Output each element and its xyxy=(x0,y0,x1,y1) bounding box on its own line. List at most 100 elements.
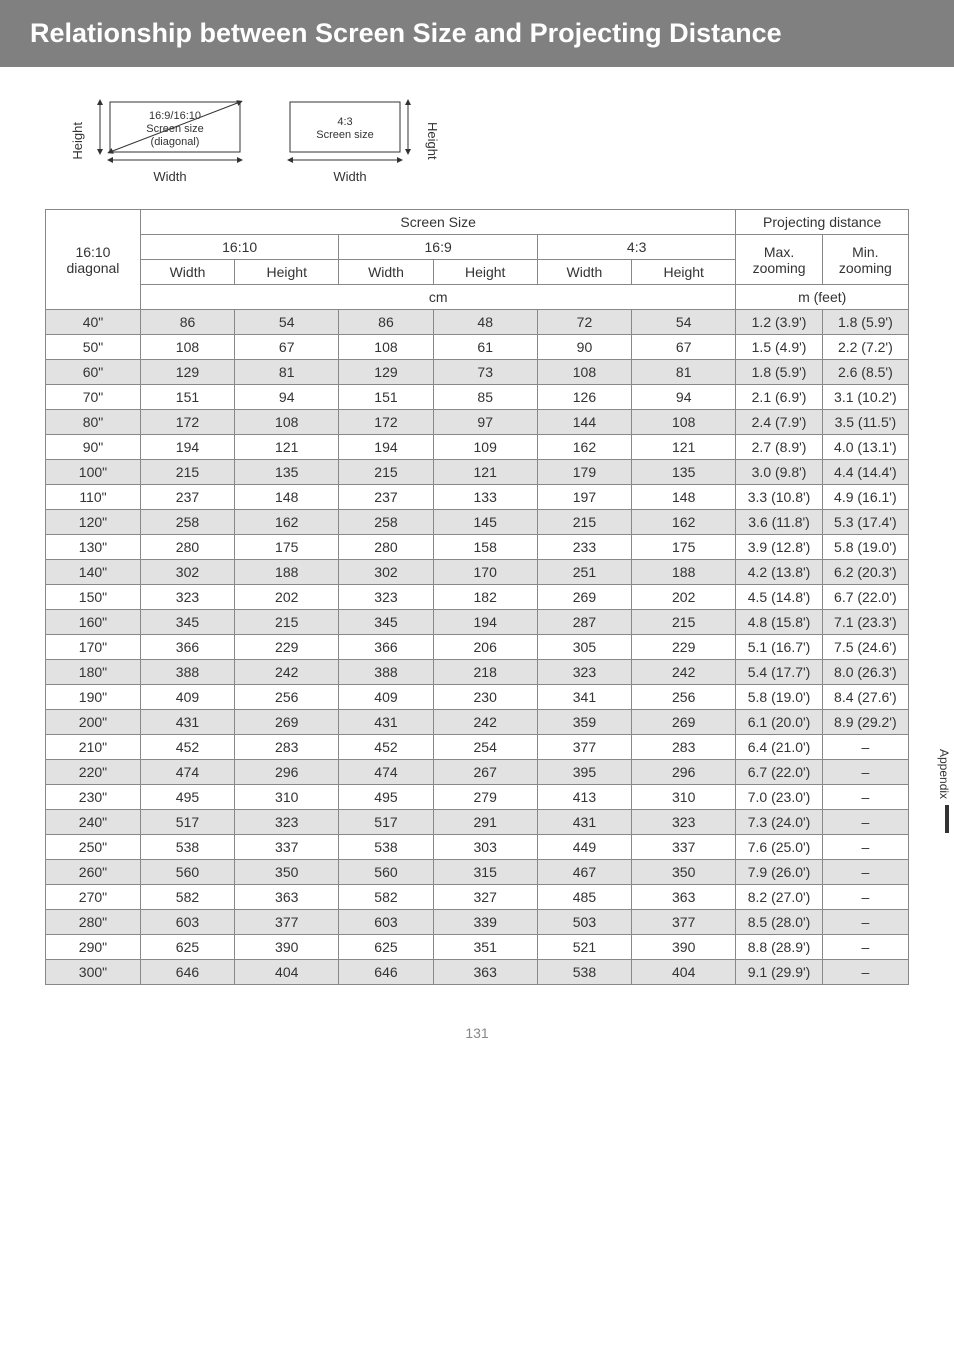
table-row: 250"5383375383034493377.6 (25.0')– xyxy=(46,835,909,860)
cell-min: – xyxy=(822,760,908,785)
cell-h2: 182 xyxy=(433,585,537,610)
cell-w1: 194 xyxy=(140,435,234,460)
screen-size-header: Screen Size xyxy=(140,210,735,235)
cell-min: 6.7 (22.0') xyxy=(822,585,908,610)
cell-h3: 283 xyxy=(632,735,736,760)
cell-h3: 81 xyxy=(632,360,736,385)
zooming-label-2: zooming xyxy=(826,260,905,276)
cell-d: 170" xyxy=(46,635,141,660)
cell-w1: 280 xyxy=(140,535,234,560)
cell-h3: 377 xyxy=(632,910,736,935)
height-label-left: Height xyxy=(70,122,85,160)
width-label-right: Width xyxy=(333,169,366,184)
table-row: 140"3021883021702511884.2 (13.8')6.2 (20… xyxy=(46,560,909,585)
cell-h2: 291 xyxy=(433,810,537,835)
cell-d: 220" xyxy=(46,760,141,785)
cell-w2: 366 xyxy=(339,635,433,660)
cell-w3: 90 xyxy=(537,335,631,360)
cell-w1: 560 xyxy=(140,860,234,885)
table-row: 50"108671086190671.5 (4.9')2.2 (7.2') xyxy=(46,335,909,360)
cell-min: 8.9 (29.2') xyxy=(822,710,908,735)
cell-h3: 121 xyxy=(632,435,736,460)
cell-w3: 251 xyxy=(537,560,631,585)
cell-min: 6.2 (20.3') xyxy=(822,560,908,585)
cell-w2: 409 xyxy=(339,685,433,710)
cell-w2: 388 xyxy=(339,660,433,685)
cell-min: – xyxy=(822,960,908,985)
cell-w3: 269 xyxy=(537,585,631,610)
cell-min: 4.9 (16.1') xyxy=(822,485,908,510)
max-label: Max. xyxy=(739,244,818,260)
cell-w2: 108 xyxy=(339,335,433,360)
unit-mft: m (feet) xyxy=(736,285,909,310)
cell-h1: 350 xyxy=(235,860,339,885)
cell-h1: 67 xyxy=(235,335,339,360)
cell-h1: 242 xyxy=(235,660,339,685)
cell-w2: 86 xyxy=(339,310,433,335)
cell-h3: 404 xyxy=(632,960,736,985)
table-row: 230"4953104952794133107.0 (23.0')– xyxy=(46,785,909,810)
cell-d: 230" xyxy=(46,785,141,810)
cell-w2: 538 xyxy=(339,835,433,860)
cell-d: 240" xyxy=(46,810,141,835)
cell-h3: 108 xyxy=(632,410,736,435)
cell-d: 140" xyxy=(46,560,141,585)
cell-w3: 431 xyxy=(537,810,631,835)
cell-d: 260" xyxy=(46,860,141,885)
cell-h1: 202 xyxy=(235,585,339,610)
table-row: 260"5603505603154673507.9 (26.0')– xyxy=(46,860,909,885)
cell-w3: 215 xyxy=(537,510,631,535)
table-row: 110"2371482371331971483.3 (10.8')4.9 (16… xyxy=(46,485,909,510)
cell-h2: 73 xyxy=(433,360,537,385)
cell-w3: 395 xyxy=(537,760,631,785)
cell-w1: 474 xyxy=(140,760,234,785)
cell-max: 9.1 (29.9') xyxy=(736,960,822,985)
page-number: 131 xyxy=(0,1025,954,1041)
cell-max: 5.4 (17.7') xyxy=(736,660,822,685)
cell-w3: 413 xyxy=(537,785,631,810)
diagram-1610-svg: 16:9/16:10 Screen size (diagonal) xyxy=(95,97,245,167)
cell-h2: 339 xyxy=(433,910,537,935)
cell-d: 180" xyxy=(46,660,141,685)
cell-w2: 172 xyxy=(339,410,433,435)
cell-w1: 323 xyxy=(140,585,234,610)
cell-h2: 48 xyxy=(433,310,537,335)
cell-d: 60" xyxy=(46,360,141,385)
cell-h2: 158 xyxy=(433,535,537,560)
main-table-container: 16:10 diagonal Screen Size Projecting di… xyxy=(45,209,909,985)
cell-max: 4.2 (13.8') xyxy=(736,560,822,585)
cell-w1: 646 xyxy=(140,960,234,985)
diagram-1610: Height 16:9/16:10 Screen size (diagonal) xyxy=(70,97,245,184)
width-label-left: Width xyxy=(153,169,186,184)
cell-d: 270" xyxy=(46,885,141,910)
cell-h2: 85 xyxy=(433,385,537,410)
cell-d: 160" xyxy=(46,610,141,635)
table-row: 180"3882423882183232425.4 (17.7')8.0 (26… xyxy=(46,660,909,685)
cell-max: 6.7 (22.0') xyxy=(736,760,822,785)
cell-w2: 452 xyxy=(339,735,433,760)
diag-col-l2: diagonal xyxy=(49,260,137,276)
svg-text:16:9/16:10: 16:9/16:10 xyxy=(149,110,201,122)
cell-h1: 162 xyxy=(235,510,339,535)
cell-h1: 54 xyxy=(235,310,339,335)
cell-h2: 279 xyxy=(433,785,537,810)
cell-min: – xyxy=(822,785,908,810)
cell-w2: 323 xyxy=(339,585,433,610)
cell-h3: 202 xyxy=(632,585,736,610)
cell-w1: 409 xyxy=(140,685,234,710)
cell-h1: 269 xyxy=(235,710,339,735)
cell-d: 300" xyxy=(46,960,141,985)
cell-h2: 327 xyxy=(433,885,537,910)
cell-max: 3.6 (11.8') xyxy=(736,510,822,535)
cell-h2: 170 xyxy=(433,560,537,585)
cell-w1: 431 xyxy=(140,710,234,735)
cell-w2: 129 xyxy=(339,360,433,385)
cell-w1: 517 xyxy=(140,810,234,835)
cell-w1: 237 xyxy=(140,485,234,510)
cell-w2: 517 xyxy=(339,810,433,835)
cell-min: – xyxy=(822,835,908,860)
cell-w2: 625 xyxy=(339,935,433,960)
cell-w2: 431 xyxy=(339,710,433,735)
cell-max: 8.5 (28.0') xyxy=(736,910,822,935)
cell-max: 7.6 (25.0') xyxy=(736,835,822,860)
